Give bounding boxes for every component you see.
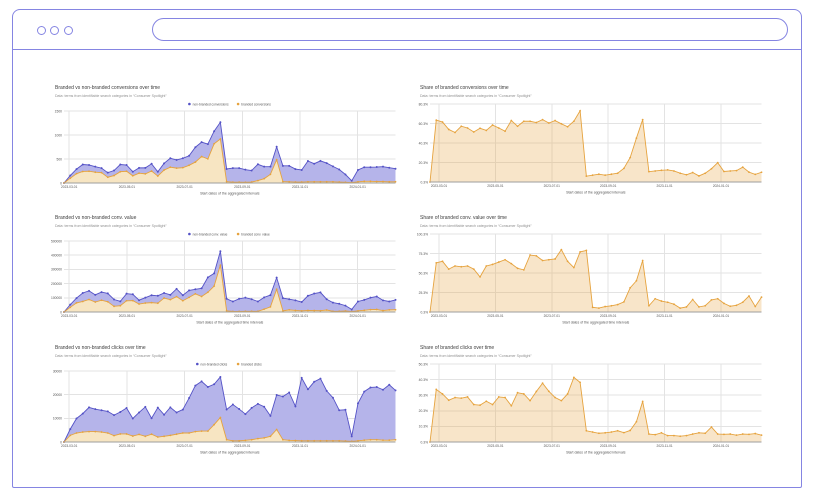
svg-text:Branded vs non-branded conv. v: Branded vs non-branded conv. value [55,215,137,221]
svg-text:2024-01-01: 2024-01-01 [350,314,367,318]
svg-text:2023-11-01: 2023-11-01 [657,314,673,318]
svg-text:2023-09-01: 2023-09-01 [234,185,251,189]
svg-text:2023-09-01: 2023-09-01 [600,444,617,448]
svg-text:2023-11-01: 2023-11-01 [292,185,308,189]
svg-text:20.3%: 20.3% [419,409,428,413]
svg-text:300000: 300000 [51,268,62,272]
svg-text:2024-01-01: 2024-01-01 [350,185,367,189]
svg-text:Share of branded clicks over t: Share of branded clicks over time [420,345,494,351]
svg-text:Data: terms from identifiable: Data: terms from identifiable search cat… [420,224,532,228]
svg-text:2023-09-01: 2023-09-01 [234,444,251,448]
svg-text:50.3%: 50.3% [419,362,428,366]
svg-text:2023-05-01: 2023-05-01 [487,314,504,318]
svg-text:branded clicks: branded clicks [241,362,262,366]
svg-text:400000: 400000 [51,254,62,258]
svg-text:2023-03-01: 2023-03-01 [431,184,448,188]
svg-text:80.3%: 80.3% [419,102,428,106]
svg-text:Data: terms from identifiable: Data: terms from identifiable search cat… [55,224,167,228]
svg-text:Start dates of the aggregated: Start dates of the aggregated time inter… [562,321,629,325]
svg-text:2024-01-01: 2024-01-01 [350,444,367,448]
svg-text:Start dates of the aggregated: Start dates of the aggregated time inter… [196,321,263,325]
svg-text:Share of branded conversions o: Share of branded conversions over time [420,85,509,91]
svg-text:2023-11-01: 2023-11-01 [292,314,308,318]
svg-text:0.3%: 0.3% [420,310,428,314]
svg-text:2023-11-01: 2023-11-01 [657,444,673,448]
svg-text:2023-09-01: 2023-09-01 [234,314,251,318]
svg-text:2023-03-01: 2023-03-01 [61,314,78,318]
svg-text:non-branded conversions: non-branded conversions [193,102,229,106]
svg-text:40.3%: 40.3% [419,378,428,382]
svg-text:Share of branded conv. value o: Share of branded conv. value over time [420,215,507,221]
svg-text:1000: 1000 [55,133,63,137]
svg-text:Data: terms from identifiable: Data: terms from identifiable search cat… [55,94,167,98]
svg-text:Start dates of the aggregated: Start dates of the aggregated intervals [566,191,626,195]
svg-text:2023-03-01: 2023-03-01 [431,314,448,318]
svg-text:40.3%: 40.3% [419,141,428,145]
svg-text:2023-03-01: 2023-03-01 [61,444,78,448]
svg-text:2023-07-01: 2023-07-01 [544,314,561,318]
svg-text:1500: 1500 [55,109,63,113]
svg-text:branded conversions: branded conversions [241,102,271,106]
svg-text:2023-09-01: 2023-09-01 [600,184,617,188]
svg-text:2024-01-01: 2024-01-01 [713,184,730,188]
svg-text:500000: 500000 [51,239,62,243]
svg-text:0.3%: 0.3% [420,440,428,444]
svg-text:10.3%: 10.3% [419,425,428,429]
svg-text:2024-01-01: 2024-01-01 [713,444,730,448]
svg-text:2023-03-01: 2023-03-01 [431,444,448,448]
svg-text:100000: 100000 [51,296,62,300]
svg-text:2023-05-01: 2023-05-01 [119,444,136,448]
svg-text:Data: terms from identifiable: Data: terms from identifiable search cat… [420,94,532,98]
svg-text:2023-07-01: 2023-07-01 [176,314,193,318]
svg-text:2023-05-01: 2023-05-01 [119,185,136,189]
svg-text:30.3%: 30.3% [419,394,428,398]
svg-text:Branded vs non-branded convers: Branded vs non-branded conversions over … [55,85,160,91]
svg-text:2023-09-01: 2023-09-01 [600,314,617,318]
svg-text:2023-07-01: 2023-07-01 [176,185,193,189]
svg-text:2023-03-01: 2023-03-01 [61,185,78,189]
svg-text:2023-05-01: 2023-05-01 [487,444,504,448]
svg-text:10000: 10000 [53,417,62,421]
svg-text:20000: 20000 [53,393,62,397]
svg-text:500: 500 [56,157,62,161]
svg-text:2024-01-01: 2024-01-01 [713,314,730,318]
svg-text:2023-11-01: 2023-11-01 [292,444,308,448]
svg-text:2023-05-01: 2023-05-01 [119,314,136,318]
svg-text:100.3%: 100.3% [417,232,428,236]
svg-text:2023-05-01: 2023-05-01 [487,184,504,188]
svg-text:2023-11-01: 2023-11-01 [657,184,673,188]
svg-text:branded conv. value: branded conv. value [241,232,270,236]
svg-text:50.3%: 50.3% [419,271,428,275]
svg-text:75.3%: 75.3% [419,252,428,256]
svg-text:0: 0 [60,181,62,185]
svg-text:200000: 200000 [51,282,62,286]
svg-text:non-branded clicks: non-branded clicks [201,362,228,366]
svg-text:Data: terms from identifiable: Data: terms from identifiable search cat… [55,354,167,358]
svg-text:2023-07-01: 2023-07-01 [544,444,561,448]
svg-text:non-branded conv. value: non-branded conv. value [193,232,228,236]
svg-text:0.3%: 0.3% [420,180,428,184]
svg-text:Start dates of the aggregated: Start dates of the aggregated intervals [566,451,626,455]
svg-text:Start dates of the aggregated: Start dates of the aggregated intervals [200,192,260,196]
svg-text:60.3%: 60.3% [419,122,428,126]
svg-text:0: 0 [60,310,62,314]
svg-text:25.3%: 25.3% [419,291,428,295]
svg-text:30000: 30000 [53,369,62,373]
svg-text:0: 0 [60,440,62,444]
svg-text:Branded vs non-branded clicks: Branded vs non-branded clicks over time [55,345,146,351]
svg-text:2023-07-01: 2023-07-01 [176,444,193,448]
svg-text:20.3%: 20.3% [419,161,428,165]
svg-text:Start dates of the aggregated: Start dates of the aggregated intervals [200,451,260,455]
svg-text:Data: terms from identifiable: Data: terms from identifiable search cat… [420,354,532,358]
svg-text:2023-07-01: 2023-07-01 [544,184,561,188]
